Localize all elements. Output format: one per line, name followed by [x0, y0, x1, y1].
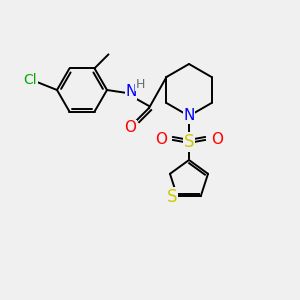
- Text: N: N: [183, 109, 195, 124]
- Text: S: S: [167, 188, 178, 206]
- Text: H: H: [135, 77, 145, 91]
- Text: Cl: Cl: [23, 73, 37, 87]
- Text: O: O: [211, 133, 223, 148]
- Text: O: O: [155, 133, 167, 148]
- Text: O: O: [124, 121, 136, 136]
- Text: N: N: [125, 85, 137, 100]
- Text: S: S: [184, 133, 194, 151]
